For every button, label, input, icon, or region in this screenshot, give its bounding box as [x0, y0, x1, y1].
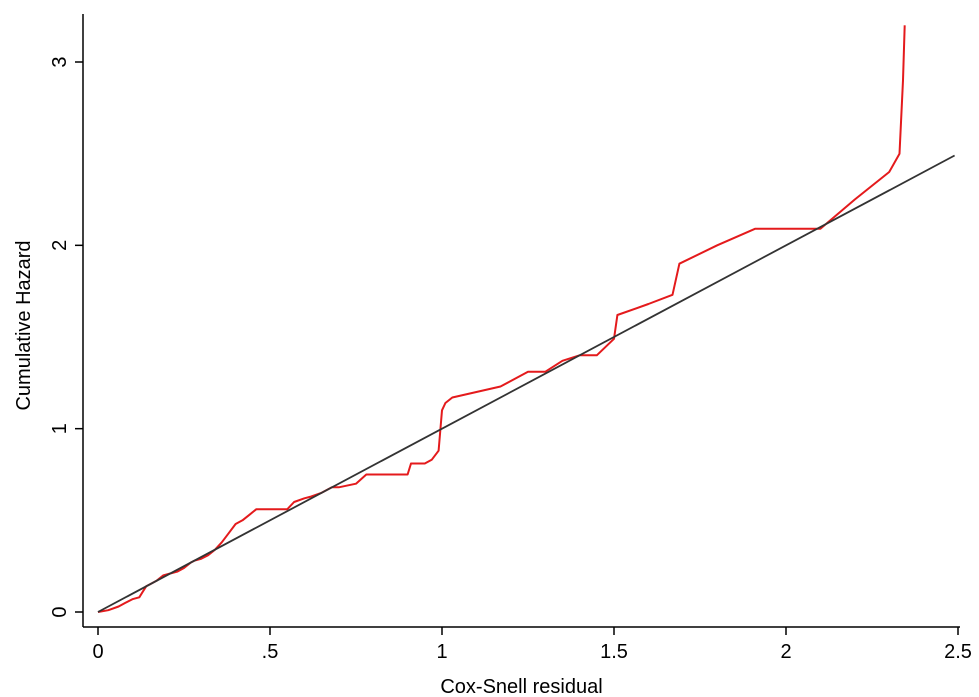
series-layer	[97, 25, 956, 613]
y-axis-ticks: 0 1 2 3	[49, 56, 83, 618]
cumulative-hazard-line	[97, 25, 906, 613]
y-tick-label: 2	[49, 240, 71, 251]
y-axis-title: Cumulative Hazard	[13, 240, 35, 410]
x-tick-label: 2	[780, 641, 791, 663]
axes: 0 .5 1 1.5 2 2.5 0 1 2 3	[49, 14, 972, 663]
x-tick-label: 2.5	[944, 641, 972, 663]
x-axis-title: Cox-Snell residual	[440, 676, 602, 697]
x-tick-label: 0	[92, 641, 103, 663]
x-tick-label: 1.5	[600, 641, 628, 663]
y-tick-label: 1	[49, 423, 71, 434]
x-tick-label: 1	[436, 641, 447, 663]
y-tick-label: 0	[49, 606, 71, 617]
reference-line	[97, 154, 956, 613]
x-tick-label: .5	[262, 641, 279, 663]
x-axis-ticks: 0 .5 1 1.5 2 2.5	[92, 627, 972, 663]
y-tick-label: 3	[49, 56, 71, 67]
